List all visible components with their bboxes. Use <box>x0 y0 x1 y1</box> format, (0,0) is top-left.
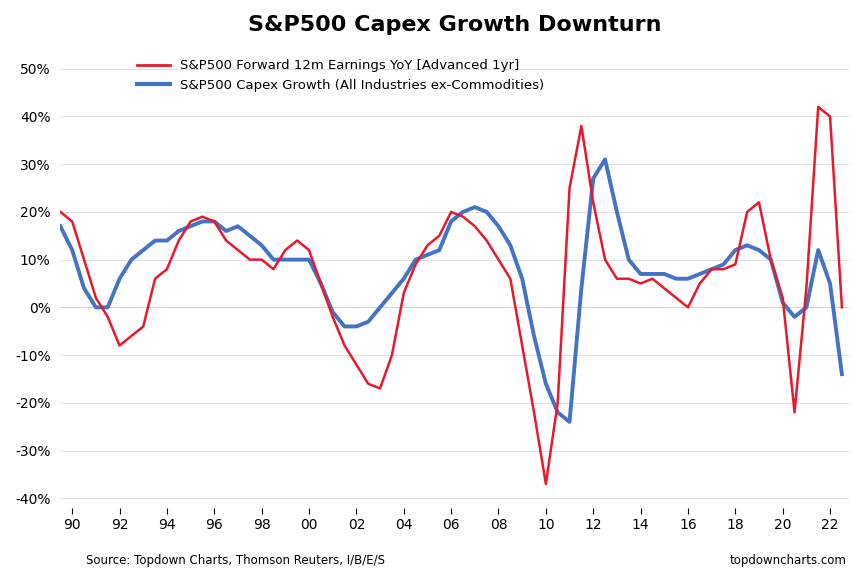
Legend: S&P500 Forward 12m Earnings YoY [Advanced 1yr], S&P500 Capex Growth (All Industr: S&P500 Forward 12m Earnings YoY [Advance… <box>131 54 550 97</box>
Text: topdowncharts.com: topdowncharts.com <box>730 554 847 567</box>
Text: Source: Topdown Charts, Thomson Reuters, I/B/E/S: Source: Topdown Charts, Thomson Reuters,… <box>86 554 385 567</box>
Title: S&P500 Capex Growth Downturn: S&P500 Capex Growth Downturn <box>248 15 662 35</box>
